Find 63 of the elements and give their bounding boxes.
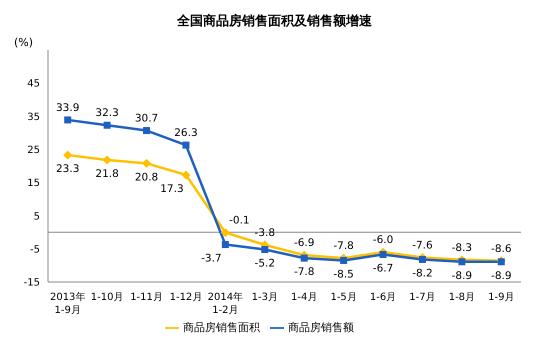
data-label: -8.3	[452, 242, 472, 254]
x-tick-label: 1-8月	[448, 292, 476, 303]
data-label: -7.6	[412, 239, 434, 252]
x-tick-label: 1-9月	[488, 292, 514, 303]
data-label: -8.5	[333, 268, 354, 280]
point	[418, 256, 426, 263]
chart-title: 全国商品房销售面积及销售额增速	[176, 12, 373, 30]
point	[102, 156, 112, 165]
data-label: 17.3	[160, 182, 184, 195]
data-label: -6.7	[372, 262, 394, 274]
data-label: 33.9	[56, 102, 80, 114]
point	[181, 170, 190, 180]
point	[142, 158, 152, 168]
data-label: -8.2	[412, 267, 433, 280]
x-tick-label: 1-4月	[291, 292, 318, 303]
legend-label: 商品房销售面积	[183, 321, 260, 334]
data-label: -6.9	[294, 237, 314, 250]
x-tick-label: 1-11月	[130, 292, 163, 303]
data-label: -0.1	[229, 214, 250, 227]
point	[380, 250, 387, 258]
point	[340, 256, 348, 264]
data-label: -5.2	[254, 258, 276, 270]
point	[458, 258, 466, 266]
data-label: -8.6	[491, 242, 512, 255]
point	[182, 142, 190, 149]
data-label: -6.0	[372, 234, 394, 246]
x-tick-label: 1-12月	[170, 292, 202, 303]
point	[220, 228, 230, 238]
data-label: 30.7	[134, 112, 158, 125]
y-tick-label: -15	[24, 278, 40, 289]
point	[222, 241, 229, 248]
point	[261, 246, 268, 254]
legend-label: 商品房销售额	[288, 321, 354, 334]
data-label: -7.8	[333, 240, 354, 252]
x-tick-label: 1-10月	[90, 292, 124, 303]
y-tick-label: 15	[27, 178, 40, 190]
point	[64, 116, 72, 124]
point	[63, 150, 72, 160]
x-tick-label: 2013年 1-9月	[50, 291, 86, 316]
data-label: 21.8	[95, 168, 119, 180]
y-tick-label: 35	[27, 112, 40, 123]
x-tick-label: 2014年 1-2月	[208, 291, 244, 316]
point	[300, 254, 308, 262]
data-label: 20.8	[134, 171, 158, 184]
data-label: -7.8	[294, 266, 314, 278]
data-label: -8.9	[452, 270, 472, 282]
y-tick-label: -5	[30, 244, 40, 256]
x-tick-label: 1-5月	[330, 292, 357, 303]
x-tick-label: 1-7月	[409, 292, 436, 303]
x-tick-label: 1-6月	[370, 292, 396, 303]
data-label: 26.3	[174, 127, 198, 140]
point	[143, 127, 150, 134]
y-tick-label: 45	[27, 78, 40, 90]
data-label: 23.3	[56, 163, 80, 176]
y-axis-title: (%)	[14, 36, 34, 49]
point	[104, 122, 111, 129]
y-tick-label: 25	[27, 144, 40, 156]
data-label: -3.8	[254, 226, 276, 239]
data-label: -8.9	[491, 270, 512, 282]
y-tick-label: 5	[34, 211, 40, 222]
data-label: 32.3	[95, 107, 119, 120]
x-tick-label: 1-3月	[252, 292, 278, 303]
data-label: -3.7	[201, 252, 222, 265]
